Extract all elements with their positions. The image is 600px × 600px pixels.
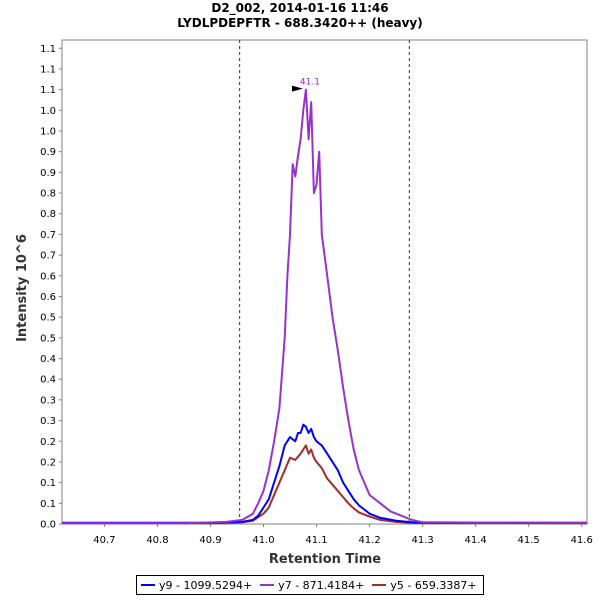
y-tick-label: 0.9 [40, 147, 56, 158]
legend-label: y7 - 871.4184+ [278, 578, 365, 592]
legend-label: y9 - 1099.5294+ [159, 578, 253, 592]
legend-swatch [141, 584, 155, 586]
legend-swatch [260, 584, 275, 586]
legend-swatch [372, 584, 387, 586]
y-tick-label: 0.1 [40, 499, 56, 510]
y-tick-label: 1.0 [40, 127, 56, 138]
y-tick-label: 1.1 [40, 85, 56, 96]
y-tick-label: 0.7 [40, 251, 56, 262]
y-tick-label: 0.2 [40, 457, 56, 468]
y-tick-label: 0.3 [40, 395, 56, 406]
chart-subtitle: LYDLPDEPFTR - 688.3420++ (heavy) [177, 16, 422, 30]
x-tick-label: 41.5 [518, 535, 540, 546]
y-tick-label: 0.5 [40, 313, 56, 324]
integration-boundaries [239, 40, 410, 524]
y-tick-label: 0.8 [40, 189, 56, 200]
y-tick-label: 0.1 [40, 478, 56, 489]
y-tick-label: 1.1 [40, 44, 56, 55]
x-tick-label: 40.7 [93, 535, 115, 546]
y-tick-label: 0.4 [40, 375, 56, 386]
y-tick-label: 0.3 [40, 416, 56, 427]
x-tick-label: 41.6 [571, 535, 593, 546]
x-tick-label: 40.9 [199, 535, 221, 546]
x-tick-label: 41.4 [465, 535, 487, 546]
x-tick-label: 41.1 [305, 535, 327, 546]
x-axis: 40.7 40.8 40.9 41.0 41.1 41.2 41.3 41.4 41.5 41.6 [93, 524, 593, 546]
y-tick-label: 0.0 [40, 520, 56, 531]
y-tick-label: 1.1 [40, 64, 56, 75]
chart-title: D2_002, 2014-01-16 11:46 [211, 1, 388, 16]
y-tick-label: 0.7 [40, 230, 56, 241]
x-axis-title: Retention Time [269, 552, 381, 567]
x-tick-label: 41.0 [252, 535, 274, 546]
x-tick-label: 40.8 [146, 535, 168, 546]
series-line-y7 [62, 88, 588, 525]
x-tick-label: 41.3 [411, 535, 433, 546]
y-tick-label: 0.8 [40, 209, 56, 220]
legend-item: y9 - 1099.5294+ [141, 579, 252, 592]
y-tick-label: 0.5 [40, 333, 56, 344]
series-line-y5 [62, 444, 588, 525]
y-axis: 0.0 0.1 0.1 0.2 0.2 0.3 0.3 0.4 0.4 0.5 0.5 0.6 0.6 0… [40, 44, 62, 531]
peak-label: 41.1 [300, 78, 320, 88]
series-layer [62, 88, 588, 525]
y-tick-label: 1.0 [40, 106, 56, 117]
peak-annotation: 41.1 [291, 78, 320, 92]
y-tick-label: 0.2 [40, 437, 56, 448]
x-tick-label: 41.2 [358, 535, 380, 546]
y-tick-label: 0.4 [40, 354, 56, 365]
y-tick-label: 0.6 [40, 271, 56, 282]
y-tick-label: 0.6 [40, 292, 56, 303]
y-axis-title: Intensity 10^6 [15, 234, 30, 342]
legend-label: y5 - 659.3387+ [390, 578, 477, 592]
legend-item: y5 - 659.3387+ [372, 578, 477, 592]
plot-area [61, 39, 588, 525]
legend-item: y7 - 871.4184+ [260, 579, 364, 592]
y-tick-label: 0.9 [40, 168, 56, 179]
peak-marker-arrow [291, 85, 303, 92]
series-line-y9 [62, 423, 587, 524]
legend: y9 - 1099.5294+ y7 - 871.4184+ y5 - 659.33… [136, 575, 484, 595]
